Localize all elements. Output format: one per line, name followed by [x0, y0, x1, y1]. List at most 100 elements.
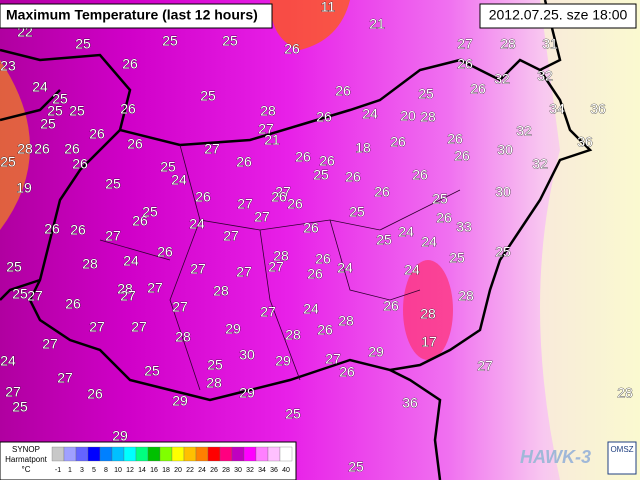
station-value: 26: [122, 56, 138, 72]
station-value: 24: [189, 216, 205, 232]
station-value: 27: [105, 228, 121, 244]
station-value: 21: [264, 132, 280, 148]
legend-label: 14: [138, 467, 146, 474]
legend-swatch: [75, 446, 89, 462]
station-value: 26: [316, 109, 332, 125]
station-value: 28: [175, 329, 191, 345]
station-value: 24: [337, 260, 353, 276]
legend-swatch: [231, 446, 245, 462]
legend-swatch: [243, 446, 257, 462]
station-value: 26: [315, 251, 331, 267]
station-value: 25: [105, 176, 121, 192]
station-value: 25: [349, 204, 365, 220]
station-value: 36: [402, 395, 418, 411]
station-value: 24: [32, 79, 48, 95]
station-value: 25: [313, 167, 329, 183]
station-value: 25: [12, 399, 28, 415]
station-value: 26: [374, 184, 390, 200]
legend-label: 36: [270, 467, 278, 474]
station-value: 29: [225, 321, 241, 337]
station-value: 25: [449, 250, 465, 266]
legend-label: 12: [126, 467, 134, 474]
station-value: 24: [303, 301, 319, 317]
station-value: 26: [447, 131, 463, 147]
station-value: 25: [162, 33, 178, 49]
station-value: 17: [421, 334, 437, 350]
station-value: 26: [70, 222, 86, 238]
logo-org: OMSZ: [610, 445, 633, 454]
station-value: 23: [0, 58, 16, 74]
cool-area: [540, 0, 640, 480]
legend-label: 22: [186, 467, 194, 474]
station-value: 26: [44, 221, 60, 237]
station-value: 26: [236, 154, 252, 170]
station-value: 26: [339, 364, 355, 380]
station-value: 27: [457, 36, 473, 52]
station-value: 28: [17, 141, 33, 157]
station-value: 31: [542, 36, 558, 52]
station-value: 11: [321, 0, 336, 15]
legend-label: 40: [282, 467, 290, 474]
station-value: 26: [295, 149, 311, 165]
station-value: 36: [590, 101, 606, 117]
station-value: 29: [172, 393, 188, 409]
legend-swatch: [87, 446, 101, 462]
station-value: 25: [0, 154, 16, 170]
station-value: 27: [275, 184, 291, 200]
station-value: 26: [287, 196, 303, 212]
station-value: 28: [420, 109, 436, 125]
station-value: 27: [268, 259, 284, 275]
legend-label: 30: [234, 467, 242, 474]
station-value: 29: [275, 353, 291, 369]
legend-label: 16: [150, 467, 158, 474]
station-value: 25: [222, 33, 238, 49]
station-value: 27: [190, 261, 206, 277]
station-value: 20: [400, 108, 416, 124]
station-value: 26: [457, 56, 473, 72]
station-value: 26: [436, 210, 452, 226]
station-value: 32: [537, 68, 553, 84]
station-value: 26: [383, 298, 399, 314]
legend-swatch: [267, 446, 281, 462]
station-value: 26: [345, 169, 361, 185]
timestamp-box: [479, 3, 637, 29]
legend-label: 32: [246, 467, 254, 474]
station-value: 25: [160, 159, 176, 175]
station-value: 27: [223, 228, 239, 244]
station-value: 19: [16, 180, 32, 196]
station-value: 25: [432, 191, 448, 207]
legend-swatch: [135, 446, 149, 462]
station-value: 26: [195, 189, 211, 205]
station-value: 34: [549, 101, 565, 117]
warm-area: [270, 0, 350, 50]
station-value: 27: [325, 351, 341, 367]
title-box: [0, 3, 273, 29]
logo-text: HAWK-3: [520, 447, 591, 467]
legend-label: 28: [222, 467, 230, 474]
legend-swatch: [195, 446, 209, 462]
station-value: 26: [132, 213, 148, 229]
station-value: 25: [142, 204, 158, 220]
station-value: 29: [368, 344, 384, 360]
station-value: 25: [200, 88, 216, 104]
station-value: 26: [64, 141, 80, 157]
legend-swatch: [279, 446, 293, 462]
station-value: 25: [207, 357, 223, 373]
legend-swatch: [207, 446, 221, 462]
legend-label: 8: [104, 467, 108, 474]
station-value: 28: [117, 281, 133, 297]
station-value: 26: [157, 244, 173, 260]
station-value: 28: [82, 256, 98, 272]
legend-label: 34: [258, 467, 266, 474]
station-value: 25: [418, 86, 434, 102]
legend-label: 24: [198, 467, 206, 474]
station-value: 27: [27, 288, 43, 304]
station-value: 30: [239, 347, 255, 363]
station-value: 25: [348, 459, 364, 475]
station-value: 26: [120, 101, 136, 117]
legend-swatch: [255, 446, 269, 462]
warm-area: [403, 260, 453, 360]
station-value: 24: [398, 224, 414, 240]
